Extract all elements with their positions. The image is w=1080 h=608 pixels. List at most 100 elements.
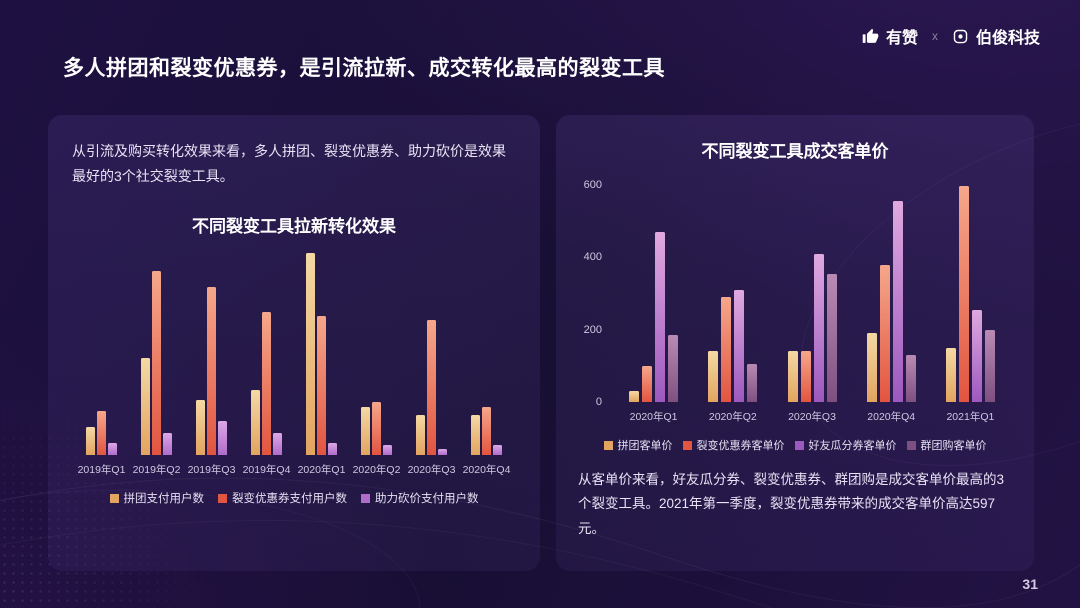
bar [273, 432, 282, 455]
x-axis: 2020年Q1 2020年Q2 2020年Q3 2020年Q4 2021年Q1 [612, 409, 1012, 424]
bar-group [931, 178, 1010, 402]
bar [262, 311, 271, 455]
price-panel: 不同裂变工具成交客单价 0 200 400 600 2020年Q1 2020年Q2 2020… [556, 115, 1034, 571]
x-axis-label: 2019年Q1 [77, 464, 126, 476]
bar [813, 253, 824, 402]
bar [328, 442, 337, 455]
chart-area: 2019年Q1 2019年Q2 2019年Q3 2019年Q4 2020年Q1 2020年… [72, 253, 516, 477]
legend-label: 助力砍价支付用户数 [375, 493, 479, 505]
brand-youzan-label: 有赞 [885, 30, 918, 47]
legend-label: 裂变优惠券客单价 [696, 440, 785, 452]
bar [493, 444, 502, 455]
bar [317, 315, 326, 455]
legend-item: 助力砍价支付用户数 [361, 490, 479, 506]
bar [800, 351, 811, 402]
bar [251, 390, 260, 455]
legend-item: 裂变优惠券支付用户数 [218, 490, 347, 506]
bar [152, 271, 161, 455]
chart-legend: 拼团支付用户数 裂变优惠券支付用户数 助力砍价支付用户数 [72, 490, 516, 506]
bar [905, 355, 916, 402]
legend-item: 裂变优惠券客单价 [682, 437, 785, 453]
x-axis-label: 2020年Q2 [708, 411, 757, 423]
bar-group [349, 253, 404, 455]
conversion-panel: 从引流及购买转化效果来看，多人拼团、裂变优惠券、助力砍价是效果最好的3个社交裂变… [48, 115, 540, 571]
bar [163, 432, 172, 455]
bar-group [459, 253, 514, 455]
y-axis-label: 200 [583, 323, 602, 336]
bar [866, 333, 877, 402]
x-axis-label: 2021年Q1 [946, 411, 995, 423]
bar-group [239, 253, 294, 455]
bar [747, 364, 758, 402]
plot-column: 2019年Q1 2019年Q2 2019年Q3 2019年Q4 2020年Q1 2020年… [72, 253, 516, 477]
slide-title: 多人拼团和裂变优惠券，是引流拉新、成交转化最高的裂变工具 [63, 57, 665, 80]
price-description: 从客单价来看，好友瓜分券、裂变优惠券、群团购是成交客单价最高的3个裂变工具。20… [578, 472, 1005, 536]
bar [86, 426, 95, 455]
bar [218, 420, 227, 455]
brand-logos: 有赞 x 伯俊科技 [862, 24, 1040, 48]
y-axis-label: 0 [595, 396, 602, 408]
legend-swatch [794, 440, 804, 450]
bar [372, 402, 381, 455]
bar-group [693, 178, 772, 402]
page-number: 31 [1022, 576, 1038, 592]
bar-group [772, 178, 851, 402]
legend-item: 好友瓜分券客单价 [794, 437, 897, 453]
legend-swatch [682, 440, 692, 450]
bar [787, 351, 798, 402]
bar [207, 287, 216, 455]
x-axis-label: 2019年Q2 [132, 464, 181, 476]
bar [668, 335, 679, 402]
bar [482, 406, 491, 455]
chart-legend: 拼团客单价 裂变优惠券客单价 好友瓜分券客单价 群团购客单价 [578, 437, 1012, 453]
legend-swatch [906, 440, 916, 450]
bar [958, 186, 969, 402]
bar [438, 448, 447, 455]
bar [642, 365, 653, 402]
bar-group [74, 253, 129, 455]
legend-label: 好友瓜分券客单价 [808, 440, 897, 452]
y-axis-label: 600 [583, 179, 602, 192]
bar [361, 406, 370, 455]
bar [427, 319, 436, 455]
bar-group [129, 253, 184, 455]
legend-item: 拼团客单价 [603, 437, 673, 453]
bar-group [614, 178, 693, 402]
y-axis-label: 400 [583, 251, 602, 264]
brand-separator: x [931, 29, 938, 43]
bar-group [852, 178, 931, 402]
bar [306, 253, 315, 455]
x-axis-label: 2020年Q4 [462, 464, 511, 476]
brand-bojun-label: 伯俊科技 [975, 30, 1040, 47]
bar [826, 273, 837, 402]
legend-label: 群团购客单价 [920, 440, 987, 452]
x-axis-label: 2019年Q3 [187, 464, 236, 476]
price-bar-chart: 0 200 400 600 2020年Q1 2020年Q2 2020年Q3 2020年Q4 20… [578, 178, 1012, 453]
legend-swatch [109, 493, 119, 503]
legend-swatch [361, 493, 370, 503]
y-axis: 0 200 400 600 [578, 178, 612, 408]
legend-swatch [218, 493, 227, 503]
x-axis-label: 2020年Q3 [788, 411, 836, 423]
bar [383, 444, 392, 455]
bar-group [404, 253, 459, 455]
bar-group [184, 253, 239, 455]
bar [879, 264, 890, 402]
x-axis-label: 2019年Q4 [242, 464, 291, 476]
legend-label: 拼团支付用户数 [123, 493, 205, 505]
bar [141, 358, 150, 455]
bar [945, 347, 956, 402]
x-axis-label: 2020年Q4 [867, 411, 916, 423]
bar [416, 414, 425, 455]
legend-item: 拼团支付用户数 [109, 490, 205, 506]
bar [971, 309, 982, 402]
legend-label: 裂变优惠券支付用户数 [232, 493, 347, 505]
plot-area [612, 178, 1012, 402]
x-axis: 2019年Q1 2019年Q2 2019年Q3 2019年Q4 2020年Q1 2020年… [72, 462, 516, 477]
bar [629, 391, 640, 402]
bar [721, 297, 732, 402]
price-chart-title: 不同裂变工具成交客单价 [701, 142, 889, 161]
legend-label: 拼团客单价 [617, 440, 673, 452]
bar [471, 414, 480, 455]
